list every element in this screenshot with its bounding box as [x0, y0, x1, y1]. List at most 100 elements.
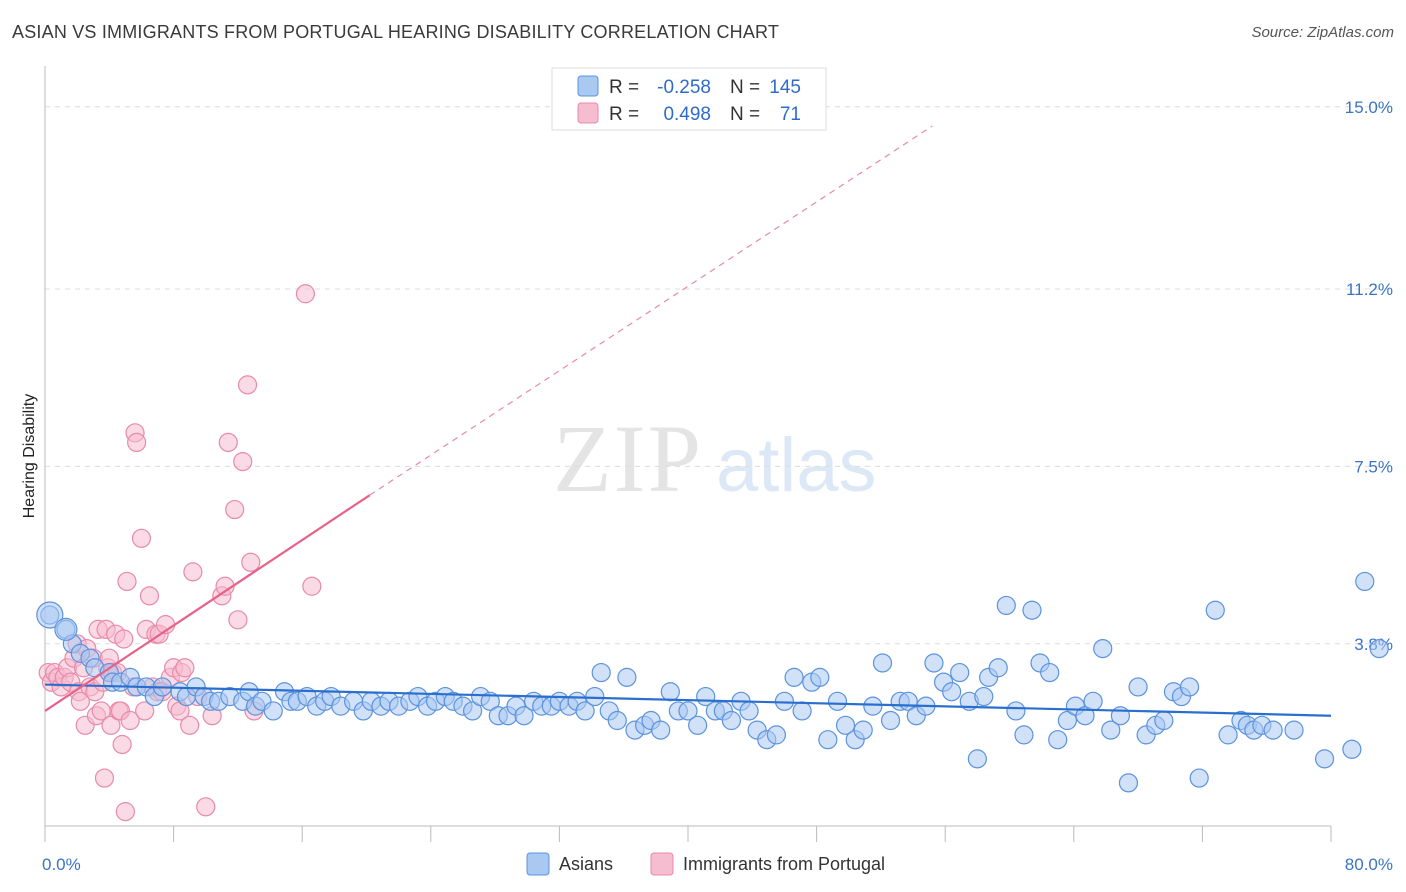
legend-r-value-1: -0.258 [657, 77, 711, 98]
portugal-points [38, 284, 322, 822]
portugal-point-40 [131, 528, 152, 548]
asian-point-69 [651, 720, 671, 740]
portugal-point-67 [237, 375, 258, 395]
asian-point-60 [575, 701, 595, 721]
y-axis-label: Hearing Disability [21, 394, 38, 519]
legend-n-label-1: N = [730, 77, 760, 98]
asian-point-105 [967, 749, 987, 769]
y-tick-labels: 3.8%7.5%11.2%15.0% [1345, 98, 1393, 654]
asian-point-89 [827, 691, 848, 711]
asian-point-53 [514, 706, 534, 726]
asian-point-127 [1154, 710, 1174, 731]
asian-point-123 [1118, 773, 1139, 793]
x-tick-min: 0.0% [42, 855, 81, 874]
portugal-point-70 [295, 284, 316, 304]
chart-source: Source: ZipAtlas.com [1251, 24, 1394, 41]
legend-swatch-asian [577, 75, 599, 97]
trend-lines [44, 125, 1332, 717]
asian-trend-line [44, 683, 1332, 717]
asian-point-119 [1083, 691, 1103, 711]
bottom-legend-swatch-portugal [650, 852, 674, 876]
portugal-point-57 [183, 562, 203, 582]
asian-point-124 [1128, 677, 1148, 697]
asian-point-73 [688, 715, 708, 735]
asian-point-62 [591, 662, 611, 683]
asian-point-111 [1014, 725, 1034, 745]
asian-point-112 [1022, 600, 1042, 620]
asian-point-93 [863, 696, 883, 716]
watermark-zip: ZIP [553, 405, 703, 512]
asian-point-141 [1342, 739, 1362, 759]
portugal-point-41 [135, 701, 155, 721]
asian-point-65 [617, 667, 637, 687]
asian-point-106 [974, 686, 994, 707]
asian-point-139 [1284, 720, 1304, 740]
asian-point-133 [1218, 725, 1238, 745]
asian-point-109 [996, 595, 1016, 616]
chart-title: ASIAN VS IMMIGRANTS FROM PORTUGAL HEARIN… [12, 22, 780, 42]
portugal-point-43 [139, 586, 160, 606]
asian-point-120 [1093, 638, 1113, 659]
asian-point-110 [1006, 701, 1026, 721]
asian-point-92 [853, 720, 873, 740]
asian-point-115 [1048, 730, 1068, 750]
axes [44, 66, 1332, 842]
watermark-atlas: atlas [716, 423, 877, 508]
portugal-point-71 [302, 576, 322, 596]
legend-r-value-2: 0.498 [663, 104, 711, 125]
legend-n-value-1: 145 [769, 77, 801, 98]
portugal-point-55 [175, 658, 195, 678]
asian-point-77 [721, 710, 742, 731]
portugal-point-32 [112, 734, 132, 755]
asian-point-138 [1263, 720, 1283, 740]
portugal-point-26 [101, 715, 121, 735]
portugal-point-22 [94, 768, 115, 788]
asian-point-90 [835, 715, 856, 735]
asian-point-116 [1057, 710, 1077, 731]
bottom-legend-swatch-asian [526, 852, 550, 876]
asian-point-143 [1369, 638, 1389, 659]
asian-point-79 [739, 701, 759, 721]
asian-point-70 [660, 682, 680, 702]
asian-point-142 [1355, 571, 1375, 592]
bottom-legend-asian: Asians [559, 854, 613, 874]
portugal-point-39 [127, 432, 147, 453]
asian-point-72 [678, 701, 698, 721]
portugal-trend-line [44, 494, 371, 712]
asian-point-47 [462, 701, 483, 721]
series-legend: Asians Immigrants from Portugal [526, 852, 885, 876]
y-tick-label-1: 7.5% [1354, 457, 1393, 476]
portugal-point-34 [115, 802, 135, 822]
x-tick-max: 80.0% [1345, 855, 1393, 874]
y-tick-label-3: 15.0% [1345, 98, 1393, 117]
correlation-legend: R = -0.258 N = 145 R = 0.498 N = 71 [551, 67, 827, 131]
asian-point-large-1 [54, 617, 78, 642]
legend-swatch-portugal [577, 102, 599, 124]
portugal-trend-extension [369, 125, 933, 496]
asian-point-49 [480, 691, 500, 711]
asian-point-61 [585, 686, 605, 707]
legend-r-label-1: R = [609, 77, 639, 98]
asian-point-94 [872, 653, 893, 673]
asian-point-88 [818, 730, 838, 750]
asian-point-25 [263, 701, 283, 721]
portugal-point-63 [218, 432, 238, 453]
portugal-point-56 [180, 715, 200, 735]
grid-lines [45, 106, 1393, 645]
asian-point-87 [810, 667, 830, 687]
portugal-point-66 [233, 451, 253, 472]
portugal-point-35 [117, 571, 137, 592]
portugal-point-68 [241, 552, 261, 572]
asian-point-132 [1205, 600, 1225, 620]
asian-point-103 [950, 662, 970, 683]
y-tick-label-2: 11.2% [1346, 280, 1393, 299]
asian-point-118 [1075, 706, 1095, 726]
asian-point-130 [1179, 677, 1200, 697]
asian-point-121 [1101, 720, 1121, 740]
asian-point-82 [766, 725, 787, 745]
asian-point-102 [942, 682, 962, 702]
asian-point-140 [1314, 749, 1335, 769]
asian-point-100 [924, 653, 944, 673]
legend-n-label-2: N = [730, 104, 760, 125]
